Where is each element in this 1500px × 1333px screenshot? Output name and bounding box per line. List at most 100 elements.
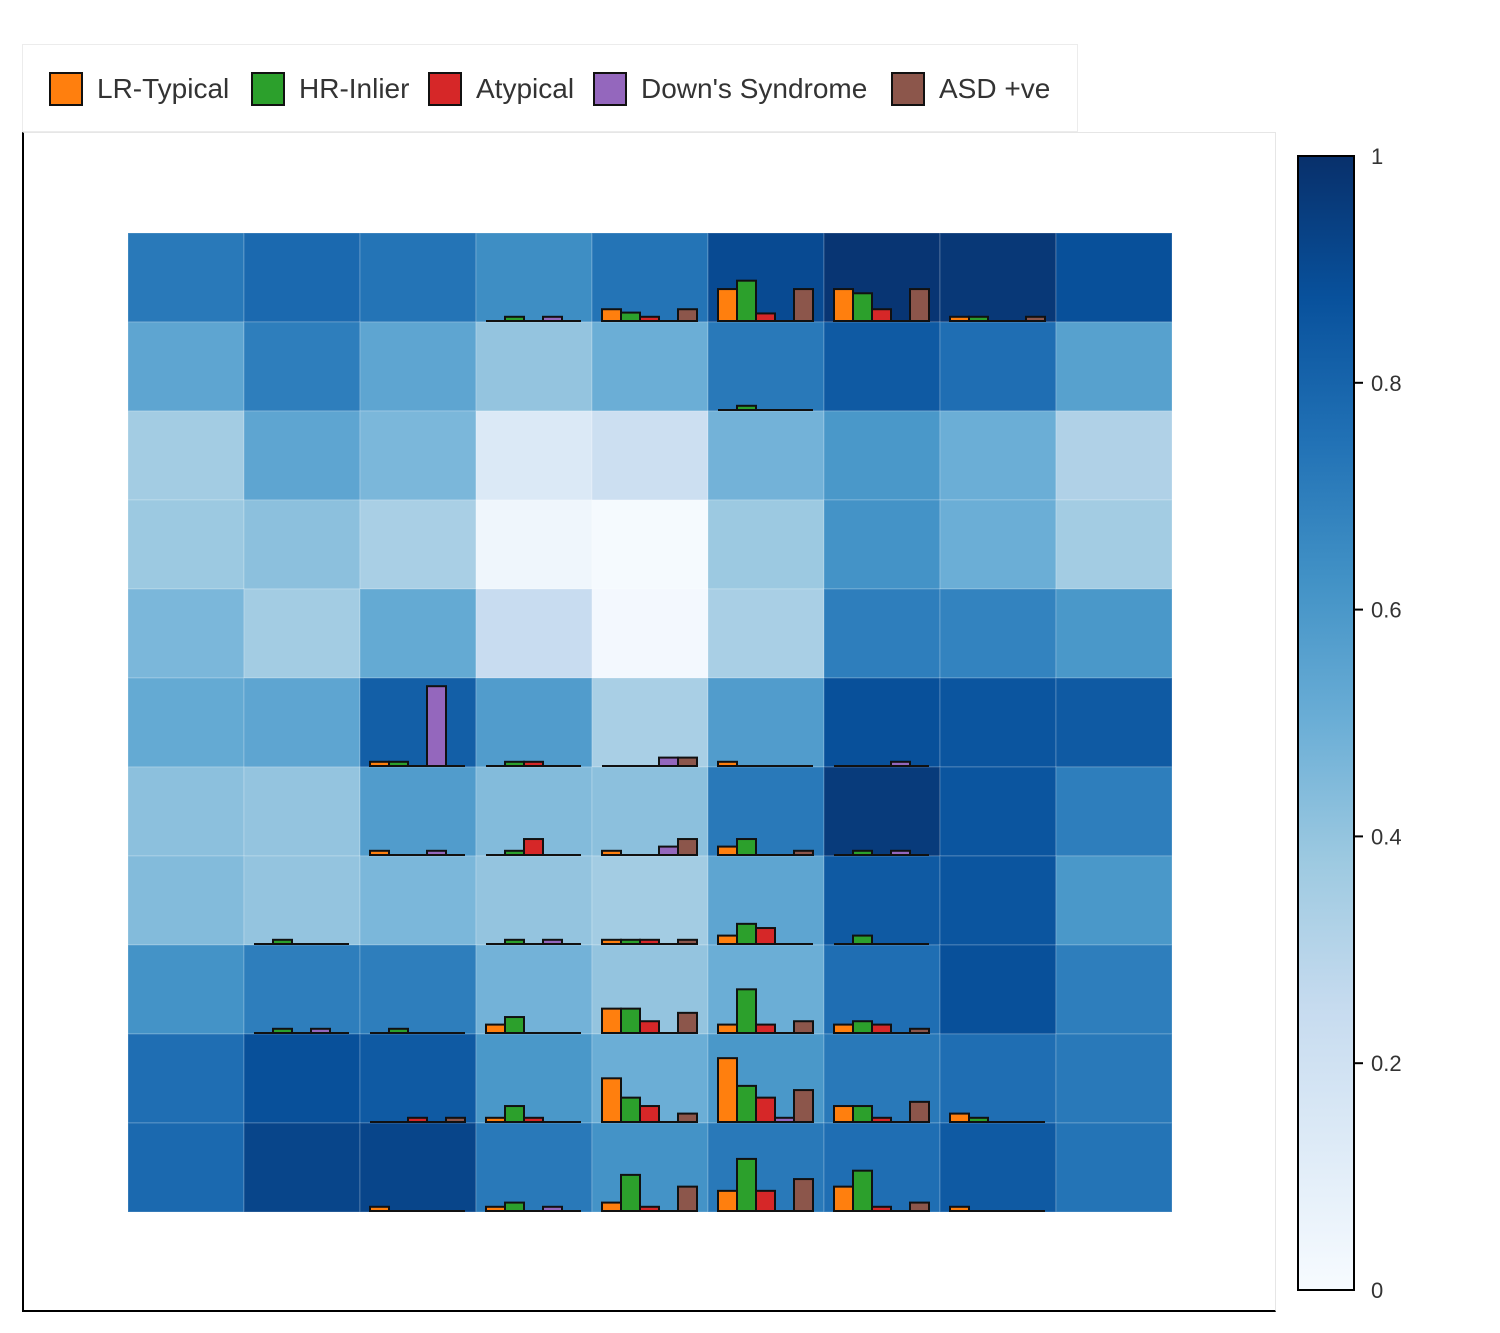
heatmap-cell-r7-c8[interactable] [1055, 855, 1173, 946]
heatmap-cell-r2-c0[interactable] [127, 410, 245, 501]
bar-r8-c1-s1[interactable] [272, 1027, 293, 1035]
heatmap-cell-r4-c4[interactable] [591, 588, 709, 679]
bar-r8-c4-s4[interactable] [677, 1011, 698, 1035]
heatmap-cell-r1-c3[interactable] [475, 321, 593, 412]
legend-item-downs-syndrome[interactable]: Down's Syndrome [593, 71, 867, 107]
bar-r8-c1-s3[interactable] [310, 1027, 331, 1035]
bar-r9-c3-s2[interactable] [523, 1116, 544, 1124]
bar-r9-c5-s1[interactable] [736, 1084, 757, 1124]
heatmap-cell-r8-c6[interactable] [823, 944, 941, 1035]
heatmap-cell-r0-c3[interactable] [475, 232, 593, 323]
legend-item-atypical[interactable]: Atypical [428, 71, 574, 107]
heatmap-cell-r0-c4[interactable] [591, 232, 709, 323]
heatmap-cell-r5-c5[interactable] [707, 677, 825, 768]
bar-r10-c6-s1[interactable] [852, 1169, 873, 1213]
bar-r0-c5-s1[interactable] [736, 279, 757, 322]
bar-r9-c5-s3[interactable] [774, 1116, 795, 1124]
heatmap-cell-r8-c7[interactable] [939, 944, 1057, 1035]
bar-r10-c2-s0[interactable] [369, 1205, 390, 1213]
bar-r9-c4-s0[interactable] [601, 1077, 622, 1123]
bar-r0-c3-s1[interactable] [504, 315, 525, 322]
bar-r6-c2-s0[interactable] [369, 849, 390, 856]
bar-r8-c3-s1[interactable] [504, 1016, 525, 1034]
heatmap-cell-r5-c1[interactable] [243, 677, 361, 768]
bar-r6-c6-s3[interactable] [890, 849, 911, 856]
bar-r6-c3-s2[interactable] [523, 838, 544, 856]
bar-r0-c5-s0[interactable] [717, 288, 738, 322]
legend-item-asd-positive[interactable]: ASD +ve [891, 71, 1050, 107]
heatmap-cell-r1-c1[interactable] [243, 321, 361, 412]
heatmap-cell-r1-c0[interactable] [127, 321, 245, 412]
heatmap-cell-r3-c3[interactable] [475, 499, 593, 590]
heatmap-cell-r10-c3[interactable] [475, 1122, 593, 1213]
bar-r10-c6-s2[interactable] [871, 1205, 892, 1213]
heatmap-cell-r5-c8[interactable] [1055, 677, 1173, 768]
bar-r0-c3-s3[interactable] [542, 315, 563, 322]
bar-r9-c5-s2[interactable] [755, 1096, 776, 1124]
bar-r0-c7-s4[interactable] [1025, 315, 1046, 322]
heatmap-cell-r2-c5[interactable] [707, 410, 825, 501]
heatmap-cell-r1-c7[interactable] [939, 321, 1057, 412]
heatmap-cell-r8-c8[interactable] [1055, 944, 1173, 1035]
heatmap-cell-r4-c0[interactable] [127, 588, 245, 679]
bar-r0-c4-s1[interactable] [620, 311, 641, 323]
heatmap-cell-r2-c8[interactable] [1055, 410, 1173, 501]
heatmap-cell-r10-c0[interactable] [127, 1122, 245, 1213]
bar-r10-c5-s4[interactable] [793, 1178, 814, 1212]
heatmap-cell-r7-c4[interactable] [591, 855, 709, 946]
bar-r5-c2-s3[interactable] [426, 685, 447, 768]
bar-r5-c4-s4[interactable] [677, 756, 698, 767]
heatmap-cell-r8-c3[interactable] [475, 944, 593, 1035]
heatmap-cell-r3-c2[interactable] [359, 499, 477, 590]
legend-item-lr-typical[interactable]: LR-Typical [49, 71, 229, 107]
bar-r0-c7-s1[interactable] [968, 315, 989, 322]
bar-r8-c5-s1[interactable] [736, 988, 757, 1035]
bar-r5-c2-s1[interactable] [388, 760, 409, 767]
heatmap-cell-r7-c7[interactable] [939, 855, 1057, 946]
bar-r6-c4-s0[interactable] [601, 849, 622, 856]
bar-r10-c3-s3[interactable] [542, 1205, 563, 1213]
bar-r8-c2-s1[interactable] [388, 1027, 409, 1035]
bar-r0-c6-s4[interactable] [909, 288, 930, 322]
heatmap-cell-r8-c1[interactable] [243, 944, 361, 1035]
heatmap-cell-r1-c4[interactable] [591, 321, 709, 412]
heatmap-cell-r3-c8[interactable] [1055, 499, 1173, 590]
bar-r10-c4-s4[interactable] [677, 1185, 698, 1213]
bar-r0-c5-s4[interactable] [793, 288, 814, 322]
bar-r10-c4-s1[interactable] [620, 1173, 641, 1213]
heatmap-cell-r2-c2[interactable] [359, 410, 477, 501]
bar-r8-c5-s2[interactable] [755, 1023, 776, 1034]
bar-r9-c6-s2[interactable] [871, 1116, 892, 1124]
heatmap-cell-r7-c3[interactable] [475, 855, 593, 946]
heatmap-cell-r2-c1[interactable] [243, 410, 361, 501]
heatmap-cell-r0-c7[interactable] [939, 232, 1057, 323]
bar-r9-c6-s1[interactable] [852, 1105, 873, 1124]
heatmap-cell-r2-c3[interactable] [475, 410, 593, 501]
bar-r6-c5-s0[interactable] [717, 845, 738, 856]
bar-r6-c4-s3[interactable] [658, 845, 679, 856]
bar-r8-c3-s0[interactable] [485, 1023, 506, 1034]
heatmap-cell-r9-c3[interactable] [475, 1033, 593, 1124]
bar-r5-c4-s3[interactable] [658, 756, 679, 767]
bar-r10-c6-s4[interactable] [909, 1201, 930, 1212]
heatmap-cell-r9-c8[interactable] [1055, 1033, 1173, 1124]
legend-item-hr-inlier[interactable]: HR-Inlier [251, 71, 409, 107]
bar-r9-c2-s4[interactable] [445, 1116, 466, 1124]
heatmap-cell-r9-c7[interactable] [939, 1033, 1057, 1124]
heatmap-cell-r5-c6[interactable] [823, 677, 941, 768]
bar-r9-c5-s4[interactable] [793, 1089, 814, 1123]
heatmap-cell-r10-c1[interactable] [243, 1122, 361, 1213]
bar-r0-c5-s2[interactable] [755, 312, 776, 323]
bar-r5-c3-s2[interactable] [523, 760, 544, 767]
heatmap-cell-r1-c6[interactable] [823, 321, 941, 412]
bar-r9-c4-s1[interactable] [620, 1096, 641, 1124]
bar-r7-c1-s1[interactable] [272, 938, 293, 945]
bar-r9-c6-s0[interactable] [833, 1105, 854, 1124]
bar-r10-c3-s0[interactable] [485, 1205, 506, 1213]
bar-r5-c5-s0[interactable] [717, 760, 738, 767]
bar-r7-c4-s4[interactable] [677, 938, 698, 945]
heatmap-cell-r4-c7[interactable] [939, 588, 1057, 679]
bar-r9-c4-s4[interactable] [677, 1112, 698, 1123]
bar-r9-c2-s2[interactable] [407, 1116, 428, 1124]
heatmap-cell-r6-c0[interactable] [127, 766, 245, 857]
